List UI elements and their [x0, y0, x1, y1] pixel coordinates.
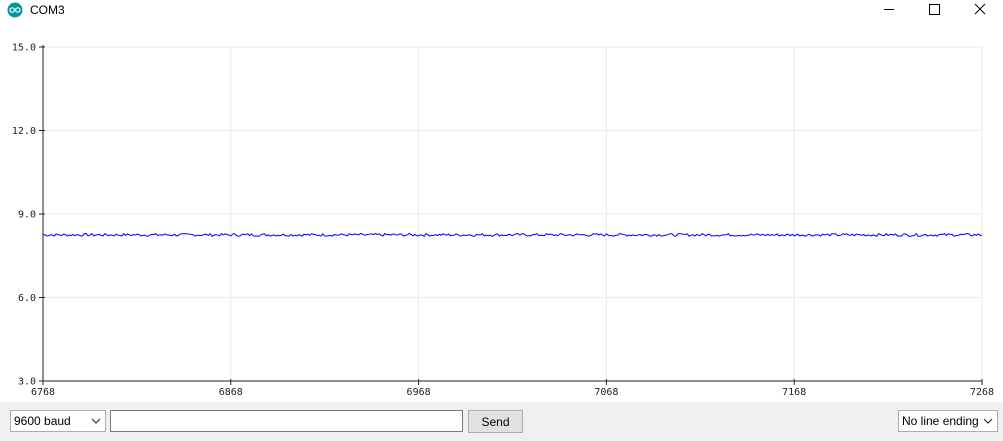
serial-plotter-area: 3.0 6.0 9.0 12.0 15.0 6768 6868 6968 7068 7168 726…: [0, 20, 1003, 402]
baud-rate-select[interactable]: 9600 baud: [10, 410, 106, 432]
axes: [39, 45, 983, 385]
close-button[interactable]: [957, 0, 1003, 20]
serial-input[interactable]: [110, 410, 463, 432]
y-tick-label: 6.0: [18, 293, 36, 304]
x-tick-label: 7068: [594, 387, 618, 398]
series-line: [42, 232, 983, 237]
y-tick-label: 15.0: [12, 43, 36, 54]
y-tick-label: 3.0: [18, 377, 36, 388]
chevron-down-icon: [91, 418, 101, 424]
x-tick-label: 6768: [31, 387, 55, 398]
x-tick-label: 7268: [970, 387, 994, 398]
line-ending-select[interactable]: No line ending: [898, 410, 998, 432]
bottom-toolbar: 9600 baud Send No line ending: [0, 402, 1003, 441]
y-tick-label: 12.0: [12, 126, 36, 137]
chevron-down-icon: [983, 418, 993, 424]
x-tick-label: 6968: [407, 387, 431, 398]
arduino-logo-icon: [7, 2, 23, 18]
y-tick-label: 9.0: [18, 210, 36, 221]
window-title: COM3: [30, 3, 65, 17]
minimize-icon: [884, 9, 894, 10]
minimize-button[interactable]: [865, 0, 911, 20]
series-lines: [42, 232, 983, 237]
baud-rate-value: 9600 baud: [14, 414, 71, 428]
tick-labels: 3.0 6.0 9.0 12.0 15.0 6768 6868 6968 7068 7168 726…: [12, 43, 994, 399]
send-button[interactable]: Send: [468, 410, 523, 433]
x-tick-label: 6868: [219, 387, 243, 398]
close-icon: [974, 3, 986, 15]
maximize-button[interactable]: [911, 0, 957, 20]
grid-lines: [42, 46, 983, 382]
title-bar: COM3: [0, 0, 1003, 20]
line-ending-value: No line ending: [902, 414, 979, 428]
maximize-icon: [929, 4, 940, 15]
plot-canvas: 3.0 6.0 9.0 12.0 15.0 6768 6868 6968 7068 7168 726…: [12, 43, 994, 399]
x-tick-label: 7168: [782, 387, 806, 398]
